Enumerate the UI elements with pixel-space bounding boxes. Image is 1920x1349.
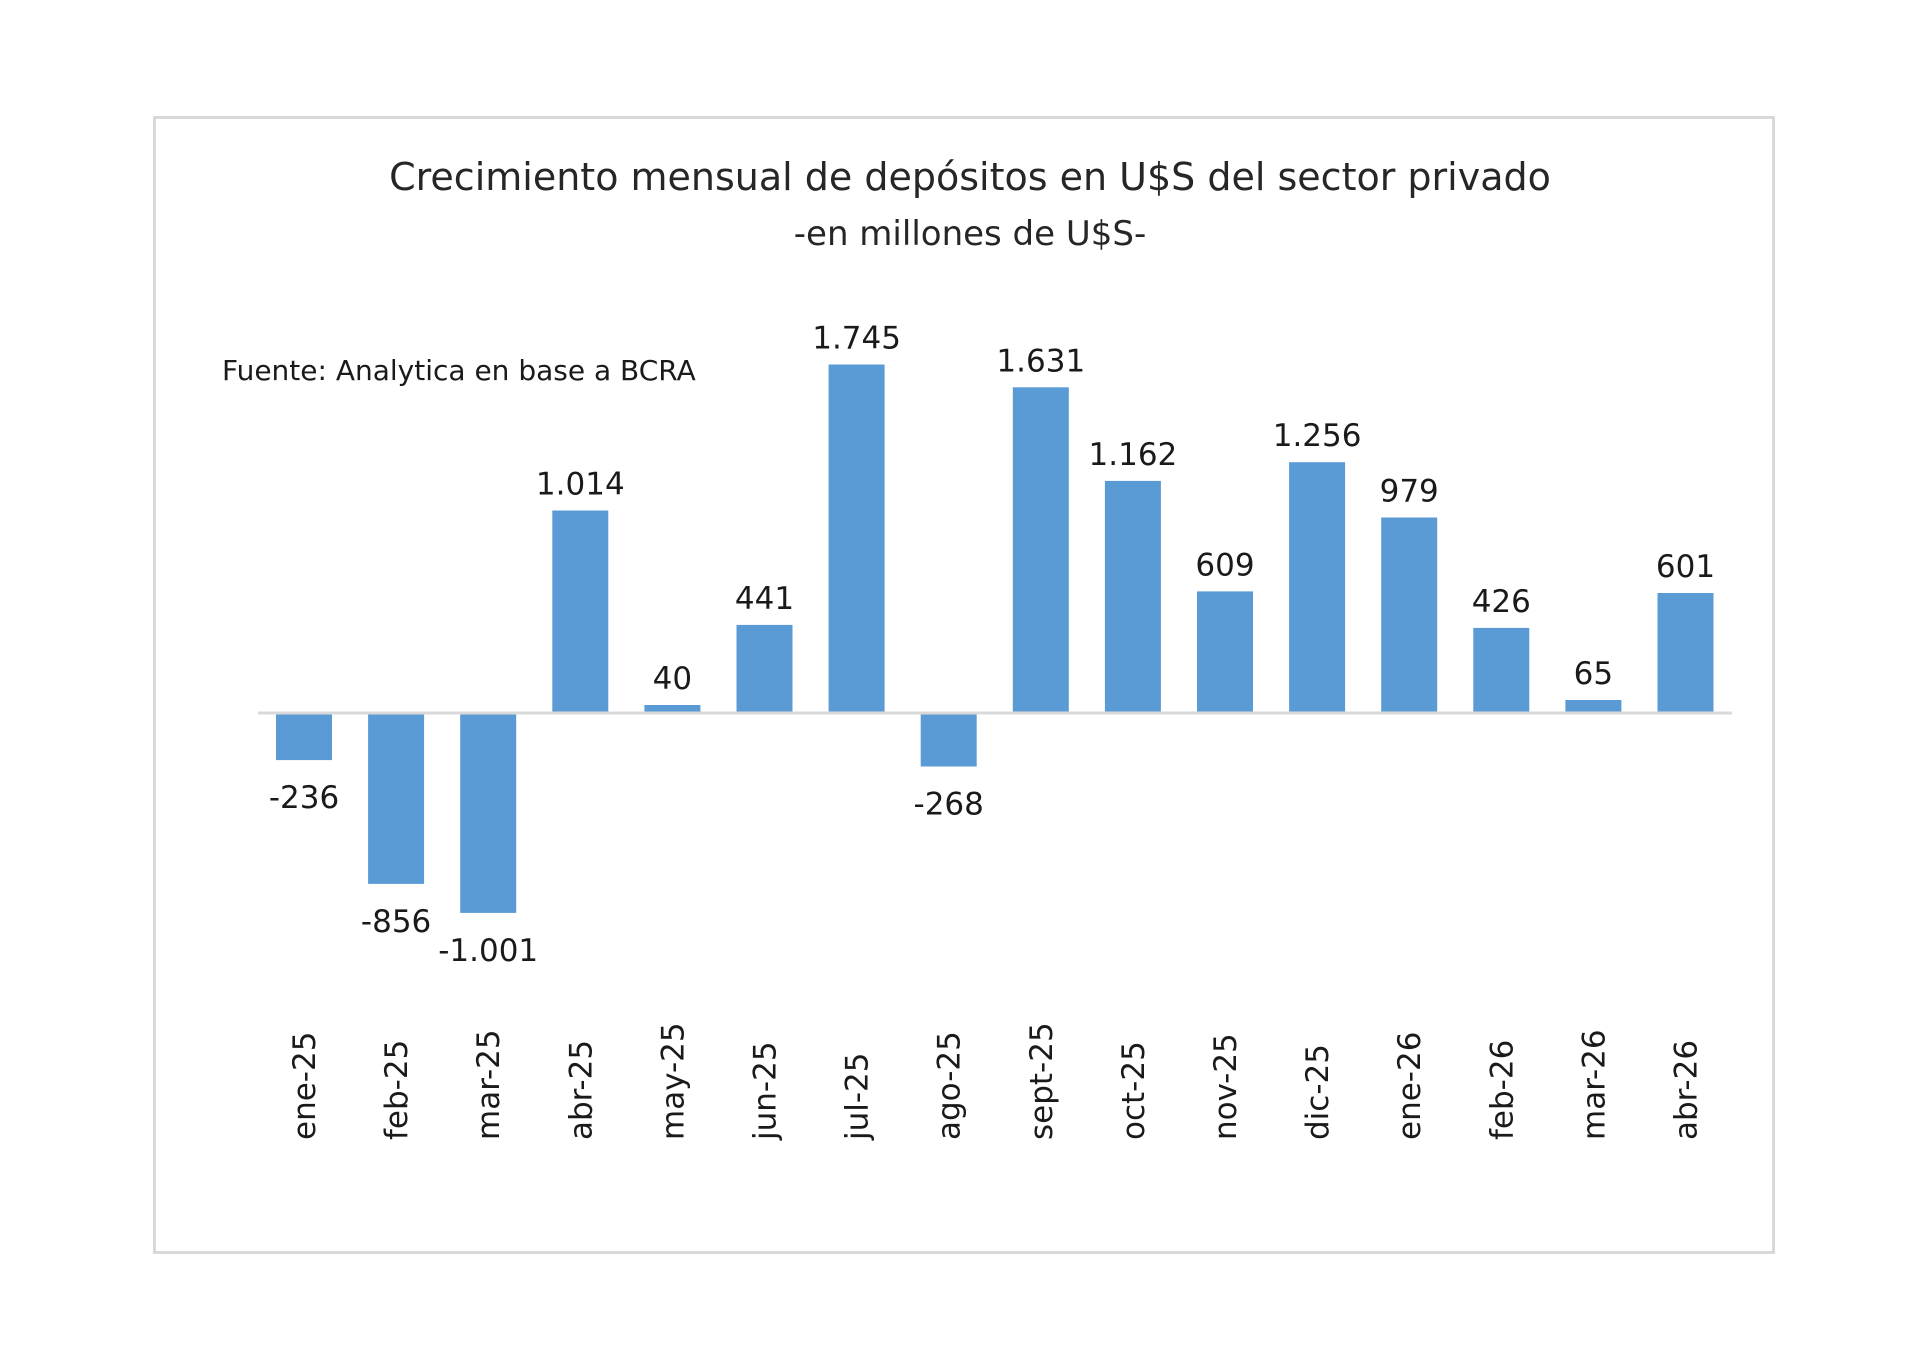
data-label-abr-25: 1.014	[536, 467, 625, 503]
x-tick-label-ene-25: ene-25	[287, 1032, 323, 1140]
data-labels-layer: -236 -856-1.001 1.014 40 441 1.745 -268 1.631 1.…	[269, 321, 1715, 969]
x-tick-label-ago-25: ago-25	[932, 1031, 968, 1140]
data-label-mar-25: -1.001	[438, 933, 538, 969]
x-tick-label-oct-25: oct-25	[1116, 1041, 1152, 1140]
data-label-ene-25: -236	[269, 780, 339, 816]
bar-feb-25	[368, 713, 425, 884]
x-tick-label-jun-25: jun-25	[748, 1041, 784, 1141]
data-label-ago-25: -268	[914, 787, 984, 823]
data-label-jul-25: 1.745	[812, 321, 901, 357]
data-label-feb-25: -856	[361, 904, 431, 940]
data-label-oct-25: 1.162	[1089, 437, 1178, 473]
x-tick-label-nov-25: nov-25	[1208, 1033, 1244, 1140]
data-label-sept-25: 1.631	[996, 343, 1085, 379]
x-tick-label-mar-26: mar-26	[1576, 1029, 1612, 1140]
x-tick-label-jul-25: jul-25	[840, 1052, 876, 1141]
data-label-may-25: 40	[653, 661, 692, 697]
chart-source: Fuente: Analytica en base a BCRA	[222, 354, 696, 387]
x-tick-label-may-25: may-25	[655, 1022, 691, 1140]
data-label-jun-25: 441	[735, 581, 794, 617]
chart-title: Crecimiento mensual de depósitos en U$S …	[389, 155, 1551, 199]
x-tick-label-feb-26: feb-26	[1484, 1040, 1520, 1140]
bar-may-25	[644, 705, 701, 713]
data-label-abr-26: 601	[1656, 549, 1715, 585]
chart-subtitle: -en millones de U$S-	[794, 214, 1146, 254]
x-tick-label-ene-26: ene-26	[1392, 1032, 1428, 1140]
x-tick-label-abr-26: abr-26	[1669, 1040, 1705, 1140]
data-label-feb-26: 426	[1472, 584, 1531, 620]
bar-mar-26	[1565, 700, 1622, 713]
bar-abr-25	[552, 510, 609, 713]
bar-ene-26	[1381, 517, 1438, 713]
data-label-nov-25: 609	[1195, 547, 1254, 583]
bar-abr-26	[1657, 593, 1714, 713]
x-tick-label-sept-25: sept-25	[1024, 1022, 1060, 1140]
data-label-dic-25: 1.256	[1273, 418, 1362, 454]
x-tick-label-feb-25: feb-25	[379, 1040, 415, 1140]
x-tick-label-abr-25: abr-25	[563, 1040, 599, 1140]
data-label-ene-26: 979	[1380, 474, 1439, 510]
bar-ene-25	[276, 713, 332, 761]
bar-jul-25	[828, 364, 885, 713]
data-label-mar-26: 65	[1574, 656, 1613, 692]
bar-sept-25	[1012, 387, 1069, 713]
bar-jun-25	[736, 624, 793, 713]
bar-oct-25	[1104, 480, 1161, 713]
bar-ago-25	[920, 713, 977, 767]
bar-nov-25	[1197, 591, 1253, 713]
x-tick-label-dic-25: dic-25	[1300, 1044, 1336, 1140]
x-tick-label-mar-25: mar-25	[471, 1029, 507, 1140]
bars-layer	[276, 364, 1714, 913]
bar-feb-26	[1473, 627, 1530, 713]
x-tick-labels-layer: ene-25 feb-25 mar-25 abr-25 may-25 jun-25 jul-…	[287, 1022, 1705, 1141]
bar-mar-25	[460, 713, 517, 913]
bar-dic-25	[1289, 462, 1346, 713]
